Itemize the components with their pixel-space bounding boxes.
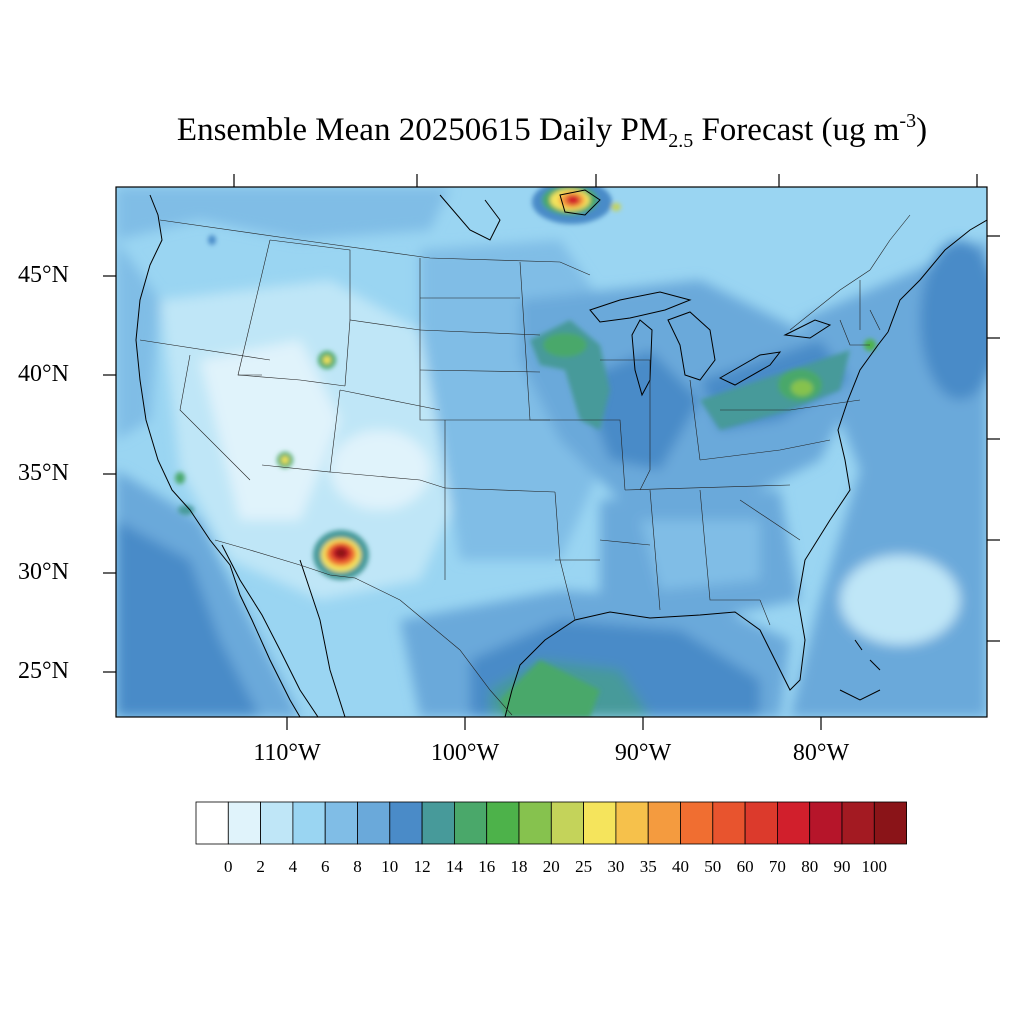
colorbar-swatch bbox=[647, 801, 681, 845]
colorbar-swatch bbox=[486, 801, 520, 845]
colorbar-swatch bbox=[324, 801, 358, 845]
colorbar bbox=[195, 801, 907, 845]
colorbar-swatch bbox=[518, 801, 552, 845]
colorbar-label: 60 bbox=[736, 857, 754, 876]
colorbar-label: 12 bbox=[413, 857, 431, 876]
colorbar-swatch bbox=[809, 801, 843, 845]
title-subscript: 2.5 bbox=[668, 130, 694, 152]
lon-label-90w: 90°W bbox=[614, 740, 672, 766]
colorbar-swatch bbox=[841, 801, 875, 845]
colorbar-swatch bbox=[873, 801, 907, 845]
lat-label-30n: 30°N bbox=[18, 559, 69, 585]
colorbar-swatch bbox=[195, 801, 229, 845]
colorbar-swatch bbox=[389, 801, 423, 845]
title-superscript: -3 bbox=[899, 110, 917, 132]
colorbar-label: 90 bbox=[833, 857, 851, 876]
colorbar-label: 16 bbox=[478, 857, 496, 876]
colorbar-label: 6 bbox=[320, 857, 330, 876]
colorbar-label: 18 bbox=[510, 857, 528, 876]
lon-label-100w: 100°W bbox=[430, 740, 500, 766]
colorbar-swatch bbox=[744, 801, 778, 845]
state-borders bbox=[139, 214, 911, 716]
map-title: Ensemble Mean 20250615 Daily PM2.5 Forec… bbox=[0, 110, 1024, 152]
map-frame bbox=[115, 186, 988, 718]
colorbar-label: 70 bbox=[768, 857, 786, 876]
colorbar-label: 40 bbox=[672, 857, 689, 876]
title-end: ) bbox=[916, 112, 928, 148]
colorbar-swatch bbox=[712, 801, 746, 845]
colorbar-label: 50 bbox=[704, 857, 722, 876]
colorbar-swatch bbox=[550, 801, 584, 845]
concentration-field bbox=[116, 187, 987, 717]
lon-label-110w: 110°W bbox=[253, 740, 321, 766]
colorbar-swatch bbox=[777, 801, 811, 845]
colorbar-label: 0 bbox=[224, 857, 233, 876]
title-rest: Forecast (ug m bbox=[693, 112, 900, 148]
colorbar-label: 4 bbox=[288, 857, 298, 876]
colorbar-swatch bbox=[583, 801, 617, 845]
colorbar-swatch bbox=[357, 801, 391, 845]
colorbar-swatch bbox=[292, 801, 326, 845]
lat-label-40n: 40°N bbox=[18, 361, 69, 387]
colorbar-label: 30 bbox=[607, 857, 625, 876]
title-main: Ensemble Mean 20250615 Daily PM bbox=[176, 112, 669, 148]
tick-marks bbox=[103, 174, 1000, 730]
colorbar-label: 35 bbox=[639, 857, 657, 876]
colorbar-label: 80 bbox=[801, 857, 819, 876]
colorbar-swatch bbox=[453, 801, 488, 845]
colorbar-label: 25 bbox=[575, 857, 593, 876]
colorbar-swatch bbox=[421, 801, 455, 845]
colorbar-label: 2 bbox=[256, 857, 265, 876]
colorbar-label: 8 bbox=[353, 857, 362, 876]
colorbar-swatch bbox=[260, 801, 294, 845]
lat-label-45n: 45°N bbox=[18, 262, 69, 288]
lat-label-25n: 25°N bbox=[18, 658, 69, 684]
colorbar-swatch bbox=[680, 801, 714, 845]
lon-label-80w: 80°W bbox=[792, 740, 850, 766]
colorbar-label: 14 bbox=[445, 857, 463, 876]
coastlines bbox=[135, 189, 987, 717]
lat-label-35n: 35°N bbox=[18, 460, 69, 486]
colorbar-swatch bbox=[615, 801, 649, 845]
colorbar-label: 100 bbox=[861, 857, 888, 876]
colorbar-label: 20 bbox=[542, 857, 560, 876]
colorbar-swatch bbox=[227, 801, 261, 845]
colorbar-label: 10 bbox=[381, 857, 399, 876]
